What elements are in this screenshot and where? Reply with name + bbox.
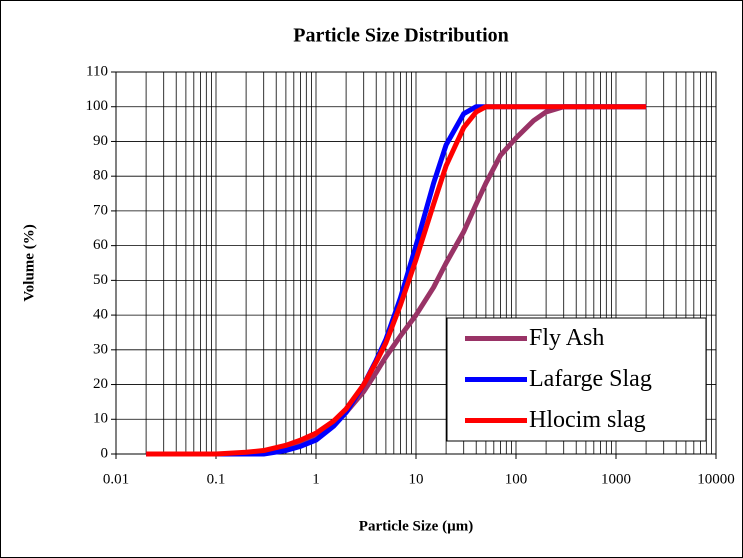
y-tick-label: 90 xyxy=(93,133,108,149)
y-tick-label: 70 xyxy=(93,202,108,218)
series-line xyxy=(146,104,647,457)
y-tick-label: 110 xyxy=(86,63,108,79)
x-tick-label: 1000 xyxy=(601,471,631,487)
x-tick-label: 10000 xyxy=(697,471,735,487)
y-tick-label: 100 xyxy=(86,98,109,114)
y-tick-label: 50 xyxy=(93,272,108,288)
legend-label: Lafarge Slag xyxy=(529,366,652,392)
chart-title: Particle Size Distribution xyxy=(293,25,509,47)
x-tick-label: 1 xyxy=(312,471,320,487)
y-tick-label: 40 xyxy=(93,307,108,323)
legend-label: Hlocim slag xyxy=(529,407,646,433)
x-tick-label: 10 xyxy=(409,471,424,487)
y-tick-label: 80 xyxy=(93,168,108,184)
x-axis-label: Particle Size (µm) xyxy=(359,518,473,534)
y-tick-label: 60 xyxy=(93,237,108,253)
y-tick-label: 0 xyxy=(101,445,109,461)
y-tick-label: 10 xyxy=(93,411,108,427)
y-tick-label: 20 xyxy=(93,376,108,392)
plot-frame xyxy=(115,71,717,455)
x-tick-label: 100 xyxy=(505,471,528,487)
legend-label: Fly Ash xyxy=(529,325,604,351)
x-tick-label: 0.1 xyxy=(207,471,226,487)
x-tick-label: 0.01 xyxy=(103,471,129,487)
y-axis-label: Volume (%) xyxy=(21,224,37,301)
y-tick-label: 30 xyxy=(93,341,108,357)
